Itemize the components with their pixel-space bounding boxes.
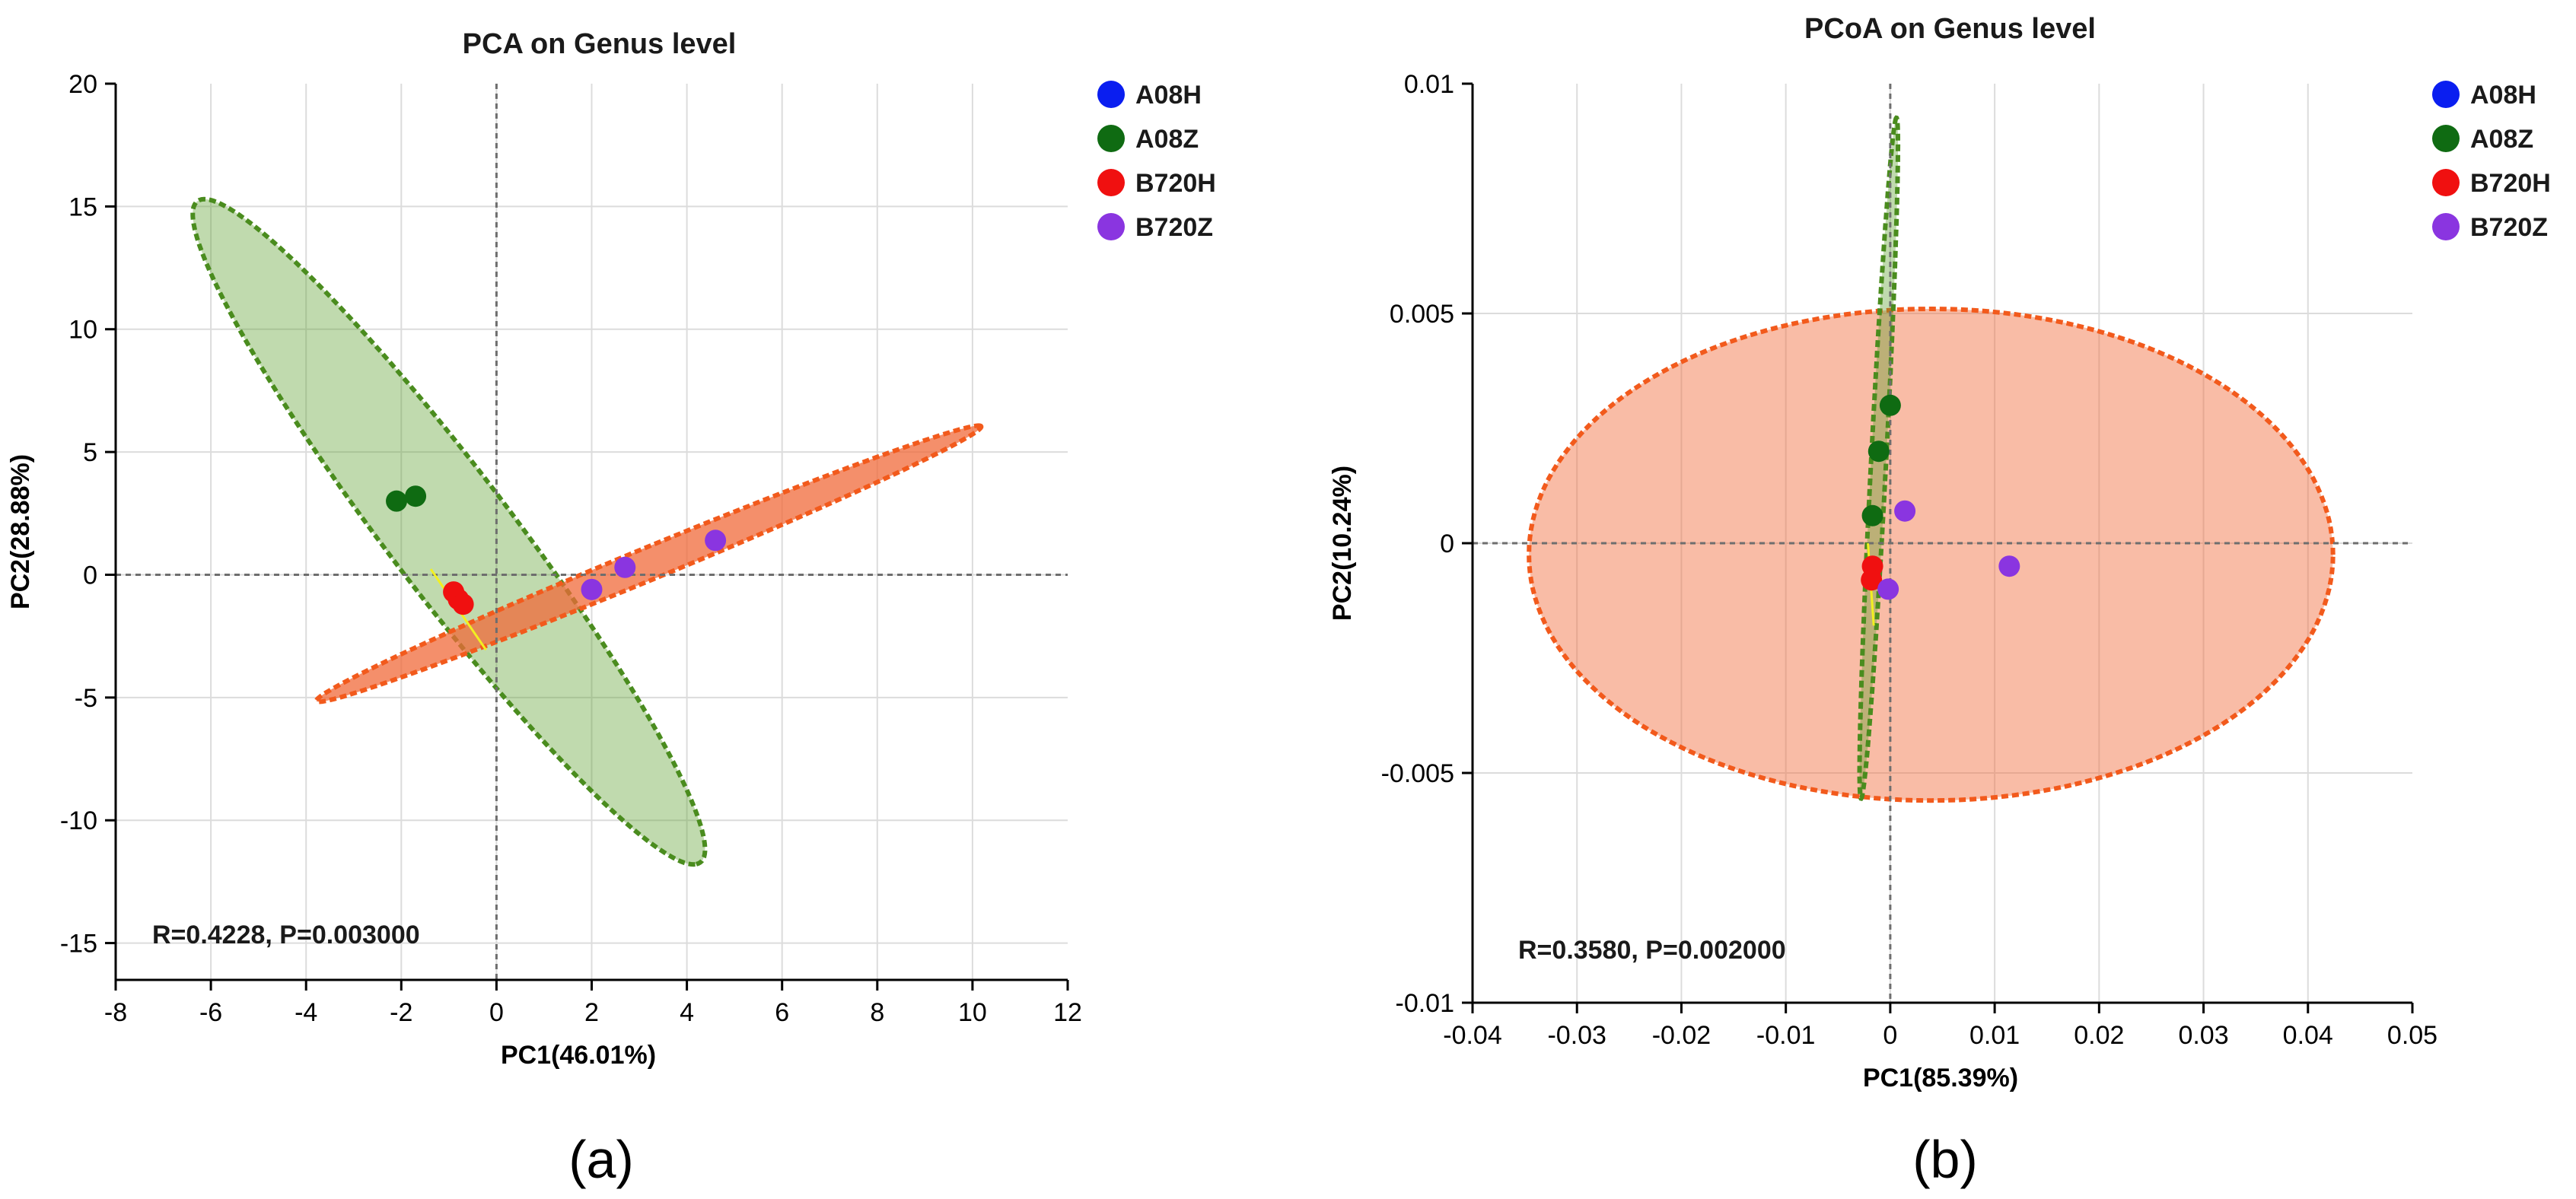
x-tick-label: 2 (584, 998, 599, 1027)
point-b720z (1998, 555, 2020, 577)
legend-label-a08z: A08Z (2470, 125, 2533, 154)
x-tick-label: -4 (295, 998, 317, 1027)
point-b720h (452, 593, 474, 615)
x-tick-label: 0 (1883, 1021, 1897, 1050)
y-axis-label: PC2(28.88%) (6, 454, 35, 609)
chart-title: PCA on Genus level (463, 28, 737, 60)
legend-marker-a08h (2432, 81, 2460, 108)
legend-label-b720h: B720H (2470, 169, 2551, 198)
x-tick-label: 12 (1053, 998, 1082, 1027)
y-tick-label: -10 (60, 806, 97, 835)
x-tick-label: -0.03 (1547, 1021, 1606, 1050)
y-tick-label: -0.005 (1381, 759, 1454, 788)
x-tick-label: 8 (870, 998, 884, 1027)
x-tick-label: -6 (199, 998, 222, 1027)
x-tick-label: 0.03 (2178, 1021, 2228, 1050)
confidence-ellipse-b720z (314, 423, 984, 704)
y-tick-label: 0 (1440, 530, 1454, 558)
x-tick-label: 0.02 (2074, 1021, 2124, 1050)
y-tick-label: 0 (83, 561, 97, 590)
legend-label-a08h: A08H (1135, 81, 1202, 110)
x-tick-label: -0.04 (1443, 1021, 1502, 1050)
point-a08z (1879, 394, 1901, 416)
confidence-ellipse-b720z (1527, 306, 2336, 803)
legend-marker-a08h (1097, 81, 1125, 108)
y-tick-label: 0.005 (1390, 300, 1454, 329)
y-tick-label: -15 (60, 930, 97, 959)
x-tick-label: 0 (489, 998, 504, 1027)
legend-marker-b720z (1097, 213, 1125, 240)
x-tick-label: 4 (680, 998, 694, 1027)
legend-label-b720h: B720H (1135, 169, 1216, 198)
x-axis-label: PC1(46.01%) (501, 1041, 656, 1070)
legend-label-b720z: B720Z (2470, 213, 2548, 242)
legend-label-b720z: B720Z (1135, 213, 1213, 242)
point-b720h (1861, 569, 1883, 591)
legend-marker-a08z (1097, 125, 1125, 152)
x-tick-label: 10 (958, 998, 987, 1027)
x-tick-label: 6 (775, 998, 789, 1027)
y-tick-label: 15 (68, 192, 97, 221)
legend-marker-b720h (1097, 169, 1125, 196)
x-tick-label: -0.02 (1652, 1021, 1711, 1050)
y-tick-label: 5 (83, 438, 97, 467)
y-tick-label: -5 (75, 684, 97, 713)
x-tick-label: 0.04 (2283, 1021, 2333, 1050)
legend-marker-b720z (2432, 213, 2460, 240)
panel-caption: (b) (1912, 1130, 1978, 1189)
y-tick-label: 20 (68, 70, 97, 99)
x-axis-label: PC1(85.39%) (1863, 1064, 2018, 1092)
point-b720z (1877, 578, 1899, 600)
confidence-ellipse-a08z (190, 196, 708, 867)
x-tick-label: 0.05 (2387, 1021, 2437, 1050)
y-axis-label: PC2(10.24%) (1328, 466, 1357, 621)
point-a08z (1861, 504, 1883, 526)
point-b720z (614, 556, 636, 578)
panel-caption: (a) (568, 1130, 634, 1189)
point-b720z (1894, 500, 1916, 522)
legend-marker-b720h (2432, 169, 2460, 196)
statistic-annotation: R=0.3580, P=0.002000 (1518, 936, 1786, 965)
point-a08z (386, 490, 408, 512)
y-tick-label: -0.01 (1396, 989, 1455, 1018)
x-tick-label: -0.01 (1756, 1021, 1816, 1050)
chart-title: PCoA on Genus level (1804, 13, 2096, 45)
x-tick-label: 0.01 (1969, 1021, 2020, 1050)
x-tick-label: -2 (390, 998, 412, 1027)
statistic-annotation: R=0.4228, P=0.003000 (152, 921, 420, 949)
point-b720z (581, 578, 603, 600)
y-tick-label: 0.01 (1404, 70, 1454, 99)
x-tick-label: -8 (104, 998, 127, 1027)
legend-label-a08z: A08Z (1135, 125, 1199, 154)
point-b720z (705, 530, 727, 552)
legend-label-a08h: A08H (2470, 81, 2536, 110)
y-tick-label: 10 (68, 316, 97, 345)
panel-b-pcoa: -0.04 -0.03 -0.02 -0.01 0 0.01 0.02 0.03 0.04 0.0… (1328, 13, 2551, 1189)
point-a08z (1868, 440, 1890, 463)
point-a08z (405, 485, 427, 507)
legend-marker-a08z (2432, 125, 2460, 152)
panel-a-pca: -8 -6 -4 -2 0 2 4 6 8 10 12 -15 -10 -5 0 5 10 15 20 PCA on … (6, 28, 1216, 1189)
